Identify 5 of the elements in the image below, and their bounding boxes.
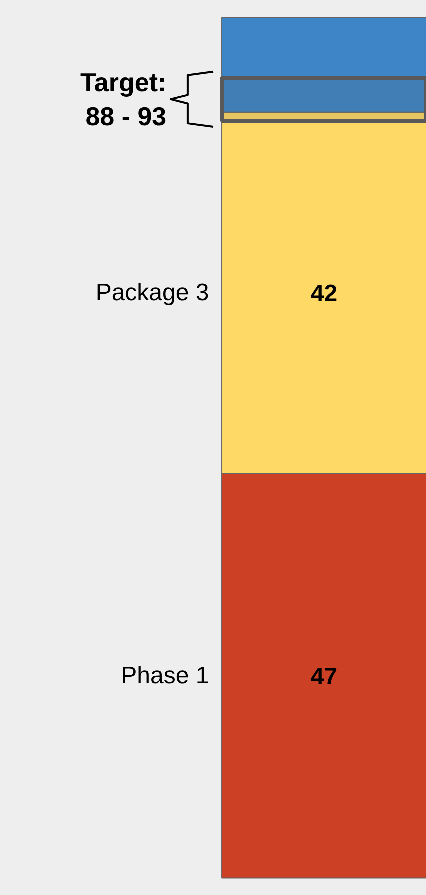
data-label: 47	[310, 664, 338, 691]
series-label: Phase 1	[121, 662, 210, 690]
data-label: 42	[310, 280, 338, 308]
band-label: Target: 88 - 93	[80, 67, 167, 132]
series-label: Package 3	[96, 280, 210, 307]
